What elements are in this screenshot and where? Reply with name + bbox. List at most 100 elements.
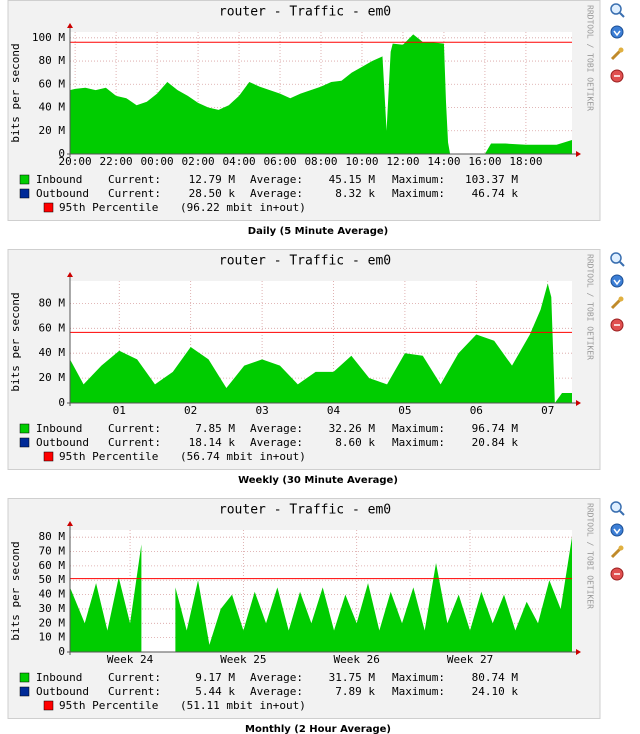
move-icon[interactable] [610,274,624,288]
axis-arrow [67,23,73,28]
delete-icon[interactable] [610,318,624,332]
stat-label: Maximum: [392,436,445,449]
icon-shape [610,49,622,61]
stat-value: 103.37 M [465,173,518,186]
stat-value: 8.60 k [335,436,375,449]
chart-title: router - Traffic - em0 [219,5,391,20]
x-tick-label: 04:00 [222,155,255,168]
y-tick-label: 20 M [39,124,66,137]
stat-label: Maximum: [392,187,445,200]
delete-icon[interactable] [610,69,624,83]
icon-shape [610,3,622,15]
stat-label: Maximum: [392,173,445,186]
legend-swatch [43,700,54,711]
stat-value: 7.85 M [195,422,235,435]
stat-label: Maximum: [392,685,445,698]
stat-label: Current: [108,685,161,698]
caption: Weekly (30 Minute Average) [238,475,398,486]
stat-value: 45.15 M [329,173,376,186]
stat-label: Average: [250,685,303,698]
x-tick-label: Week 24 [107,653,154,666]
zoom-icon[interactable] [610,3,625,18]
legend-name: Outbound [36,436,89,449]
x-tick-label: 07 [541,404,554,417]
move-icon[interactable] [610,25,624,39]
chart-title: router - Traffic - em0 [219,503,391,518]
watermark: RRDTOOL / TOBI OETIKER [586,254,595,360]
percentile-label: (51.11 mbit in+out) [180,699,306,712]
y-tick-label: 100 M [32,31,65,44]
traffic-area [70,283,572,403]
properties-icon[interactable] [610,296,624,310]
x-tick-label: Week 27 [447,653,493,666]
stat-value: 5.44 k [195,685,235,698]
legend-name: Inbound [36,671,82,684]
icon-shape [610,252,622,264]
stat-label: Average: [250,173,303,186]
icon-shape [610,25,624,39]
x-tick-label: 08:00 [304,155,337,168]
stat-value: 7.89 k [335,685,375,698]
percentile-label: (56.74 mbit in+out) [180,450,306,463]
legend-name: Inbound [36,173,82,186]
icon-shape [619,261,625,267]
stat-value: 12.79 M [189,173,236,186]
icon-shape [610,523,624,537]
y-tick-label: 80 M [39,530,66,543]
delete-icon[interactable] [610,567,624,581]
y-tick-label: 20 M [39,616,66,629]
zoom-icon[interactable] [610,252,625,267]
axis-arrow [576,649,581,655]
x-tick-label: 16:00 [468,155,501,168]
stat-value: 8.32 k [335,187,375,200]
y-tick-label: 30 M [39,602,66,615]
axis-arrow [67,521,73,526]
icon-shape [619,12,625,18]
y-tick-label: 60 M [39,321,66,334]
traffic-area [70,537,572,652]
y-axis-label: bits per second [9,541,22,640]
properties-icon[interactable] [610,47,624,61]
y-axis-label: bits per second [9,43,22,142]
icon-shape [610,501,622,513]
legend-name: 95th Percentile [59,201,158,214]
axis-arrow [576,400,581,406]
x-tick-label: 18:00 [509,155,542,168]
stat-label: Current: [108,671,161,684]
stat-value: 20.84 k [472,436,519,449]
y-tick-label: 70 M [39,545,66,558]
y-tick-label: 0 [58,147,65,160]
icon-shape [613,528,621,535]
icon-shape [618,296,624,302]
y-tick-label: 0 [58,396,65,409]
icon-shape [610,547,622,559]
traffic-area [70,34,572,155]
x-tick-label: 03 [255,404,268,417]
stat-value: 28.50 k [189,187,236,200]
legend-name: Outbound [36,685,89,698]
stat-label: Average: [250,187,303,200]
move-icon[interactable] [610,523,624,537]
y-tick-label: 60 M [39,559,66,572]
stat-label: Maximum: [392,671,445,684]
y-tick-label: 40 M [39,588,66,601]
stat-label: Maximum: [392,422,445,435]
stat-value: 9.17 M [195,671,235,684]
stat-label: Current: [108,422,161,435]
stat-label: Current: [108,173,161,186]
y-tick-label: 10 M [39,631,66,644]
stat-value: 18.14 k [189,436,236,449]
y-tick-label: 40 M [39,346,66,359]
legend-name: 95th Percentile [59,699,158,712]
icon-shape [613,279,621,286]
x-tick-label: Week 26 [334,653,380,666]
legend-swatch [19,437,30,448]
stat-value: 31.75 M [329,671,376,684]
zoom-icon[interactable] [610,501,625,516]
properties-icon[interactable] [610,545,624,559]
y-tick-label: 80 M [39,54,66,67]
percentile-label: (96.22 mbit in+out) [180,201,306,214]
x-tick-label: 14:00 [427,155,460,168]
chart-title: router - Traffic - em0 [219,254,391,269]
